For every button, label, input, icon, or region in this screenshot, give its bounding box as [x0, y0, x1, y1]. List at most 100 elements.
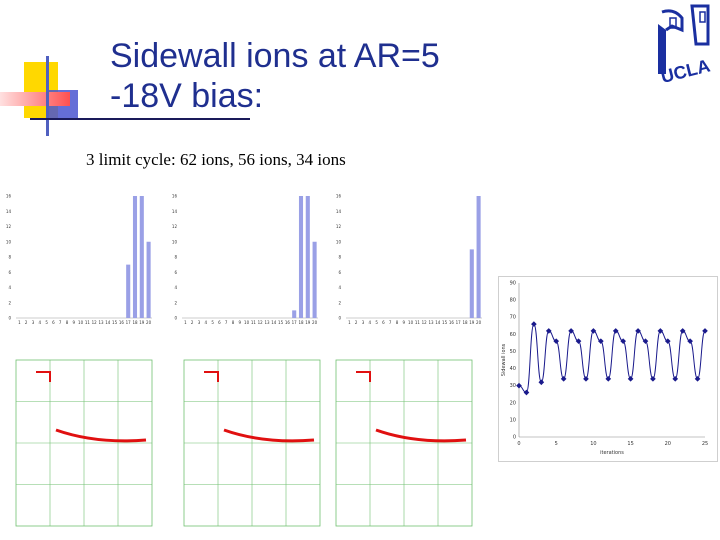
x-tick-label: 5 [211, 320, 214, 325]
bar [312, 241, 317, 318]
y-tick-label: 2 [174, 300, 177, 305]
data-point [650, 375, 656, 382]
x-tick-label: 19 [469, 320, 475, 325]
x-tick-label: 1 [184, 320, 187, 325]
x-tick-label: 12 [422, 320, 428, 325]
x-tick-label: 9 [73, 320, 76, 325]
slide-subtitle: 3 limit cycle: 62 ions, 56 ions, 34 ions [86, 150, 346, 169]
x-tick-label: 25 [702, 441, 708, 447]
y-tick-label: 6 [8, 270, 11, 275]
x-tick-label: 7 [225, 320, 228, 325]
title-line-1: Sidewall ions at AR=5 [110, 37, 440, 75]
x-tick-label: 13 [264, 320, 270, 325]
data-point [672, 375, 679, 382]
y-tick-label: 2 [8, 300, 11, 305]
x-tick-label: 5 [45, 320, 48, 325]
y-tick-label: 4 [8, 285, 11, 290]
y-tick-label: 10 [172, 239, 178, 244]
x-tick-label: 6 [218, 320, 221, 325]
y-tick-label: 10 [6, 239, 12, 244]
data-point [583, 375, 589, 382]
x-tick-label: 11 [85, 320, 91, 325]
x-tick-label: 3 [32, 320, 35, 325]
bar [298, 196, 304, 318]
x-tick-label: 4 [369, 320, 372, 325]
data-point [605, 375, 612, 382]
y-tick-label: 16 [172, 194, 178, 199]
x-tick-label: 2 [355, 320, 358, 325]
y-axis-label: Sidewall ions [501, 343, 507, 376]
bar [476, 196, 481, 318]
x-tick-label: 19 [305, 320, 311, 325]
y-tick-label: 30 [510, 383, 516, 389]
deco-vertical-line [46, 56, 49, 136]
x-tick-label: 17 [126, 320, 132, 325]
x-tick-label: 17 [292, 320, 298, 325]
x-tick-label: 2 [191, 320, 194, 325]
x-tick-label: 14 [271, 320, 277, 325]
title-line-2: -18V bias: [110, 77, 264, 115]
y-tick-label: 20 [510, 400, 516, 406]
x-tick-label: 18 [132, 320, 138, 325]
line-chart-frame [498, 276, 718, 462]
data-point [538, 379, 545, 386]
x-tick-label: 10 [244, 320, 250, 325]
x-tick-label: 14 [105, 320, 111, 325]
y-tick-label: 0 [338, 316, 341, 321]
bar [146, 241, 151, 318]
y-tick-label: 10 [510, 417, 516, 423]
data-point [679, 328, 686, 334]
x-tick-label: 20 [476, 320, 482, 325]
y-tick-label: 12 [6, 224, 12, 229]
x-tick-label: 20 [146, 320, 152, 325]
bar [469, 249, 474, 318]
y-tick-label: 8 [338, 255, 341, 260]
y-tick-label: 8 [8, 255, 11, 260]
x-tick-label: 20 [312, 320, 318, 325]
x-tick-label: 8 [396, 320, 399, 325]
bar [139, 196, 144, 318]
potential-curve [55, 428, 147, 443]
y-tick-label: 10 [336, 239, 342, 244]
x-tick-label: 19 [139, 320, 145, 325]
y-tick-label: 6 [338, 270, 341, 275]
x-tick-label: 3 [198, 320, 201, 325]
data-point [702, 328, 708, 334]
x-tick-label: 1 [348, 320, 351, 325]
series-line [518, 323, 706, 394]
x-tick-label: 16 [449, 320, 455, 325]
line-chart: 0 10 20 30 40 50 60 70 80 90 0 5 10 15 20 25 iterations S… [501, 281, 708, 457]
x-tick-label: 16 [119, 320, 125, 325]
x-tick-label: 8 [232, 320, 235, 325]
ucla-logo: UCLA [658, 4, 712, 82]
data-point [531, 321, 537, 327]
x-tick-label: 15 [442, 320, 448, 325]
y-tick-label: 70 [510, 315, 516, 321]
deco-horizontal-line [30, 118, 250, 120]
y-tick-label: 50 [510, 349, 516, 355]
y-tick-label: 80 [510, 298, 516, 304]
y-tick-label: 12 [172, 224, 178, 229]
y-tick-label: 4 [338, 285, 341, 290]
x-tick-label: 13 [98, 320, 104, 325]
x-tick-label: 7 [59, 320, 62, 325]
y-tick-label: 0 [8, 316, 11, 321]
x-tick-label: 2 [25, 320, 28, 325]
x-tick-label: 0 [517, 441, 520, 447]
data-point [523, 389, 530, 396]
x-tick-label: 15 [627, 441, 633, 447]
x-tick-label: 10 [590, 441, 596, 447]
x-tick-label: 4 [205, 320, 208, 325]
x-tick-label: 6 [382, 320, 385, 325]
x-tick-label: 18 [298, 320, 304, 325]
x-tick-label: 3 [362, 320, 365, 325]
x-tick-label: 11 [415, 320, 421, 325]
x-tick-label: 5 [555, 441, 558, 447]
x-tick-label: 10 [78, 320, 84, 325]
data-point [560, 375, 567, 382]
bar [132, 196, 138, 318]
x-tick-label: 5 [375, 320, 378, 325]
x-tick-label: 7 [389, 320, 392, 325]
